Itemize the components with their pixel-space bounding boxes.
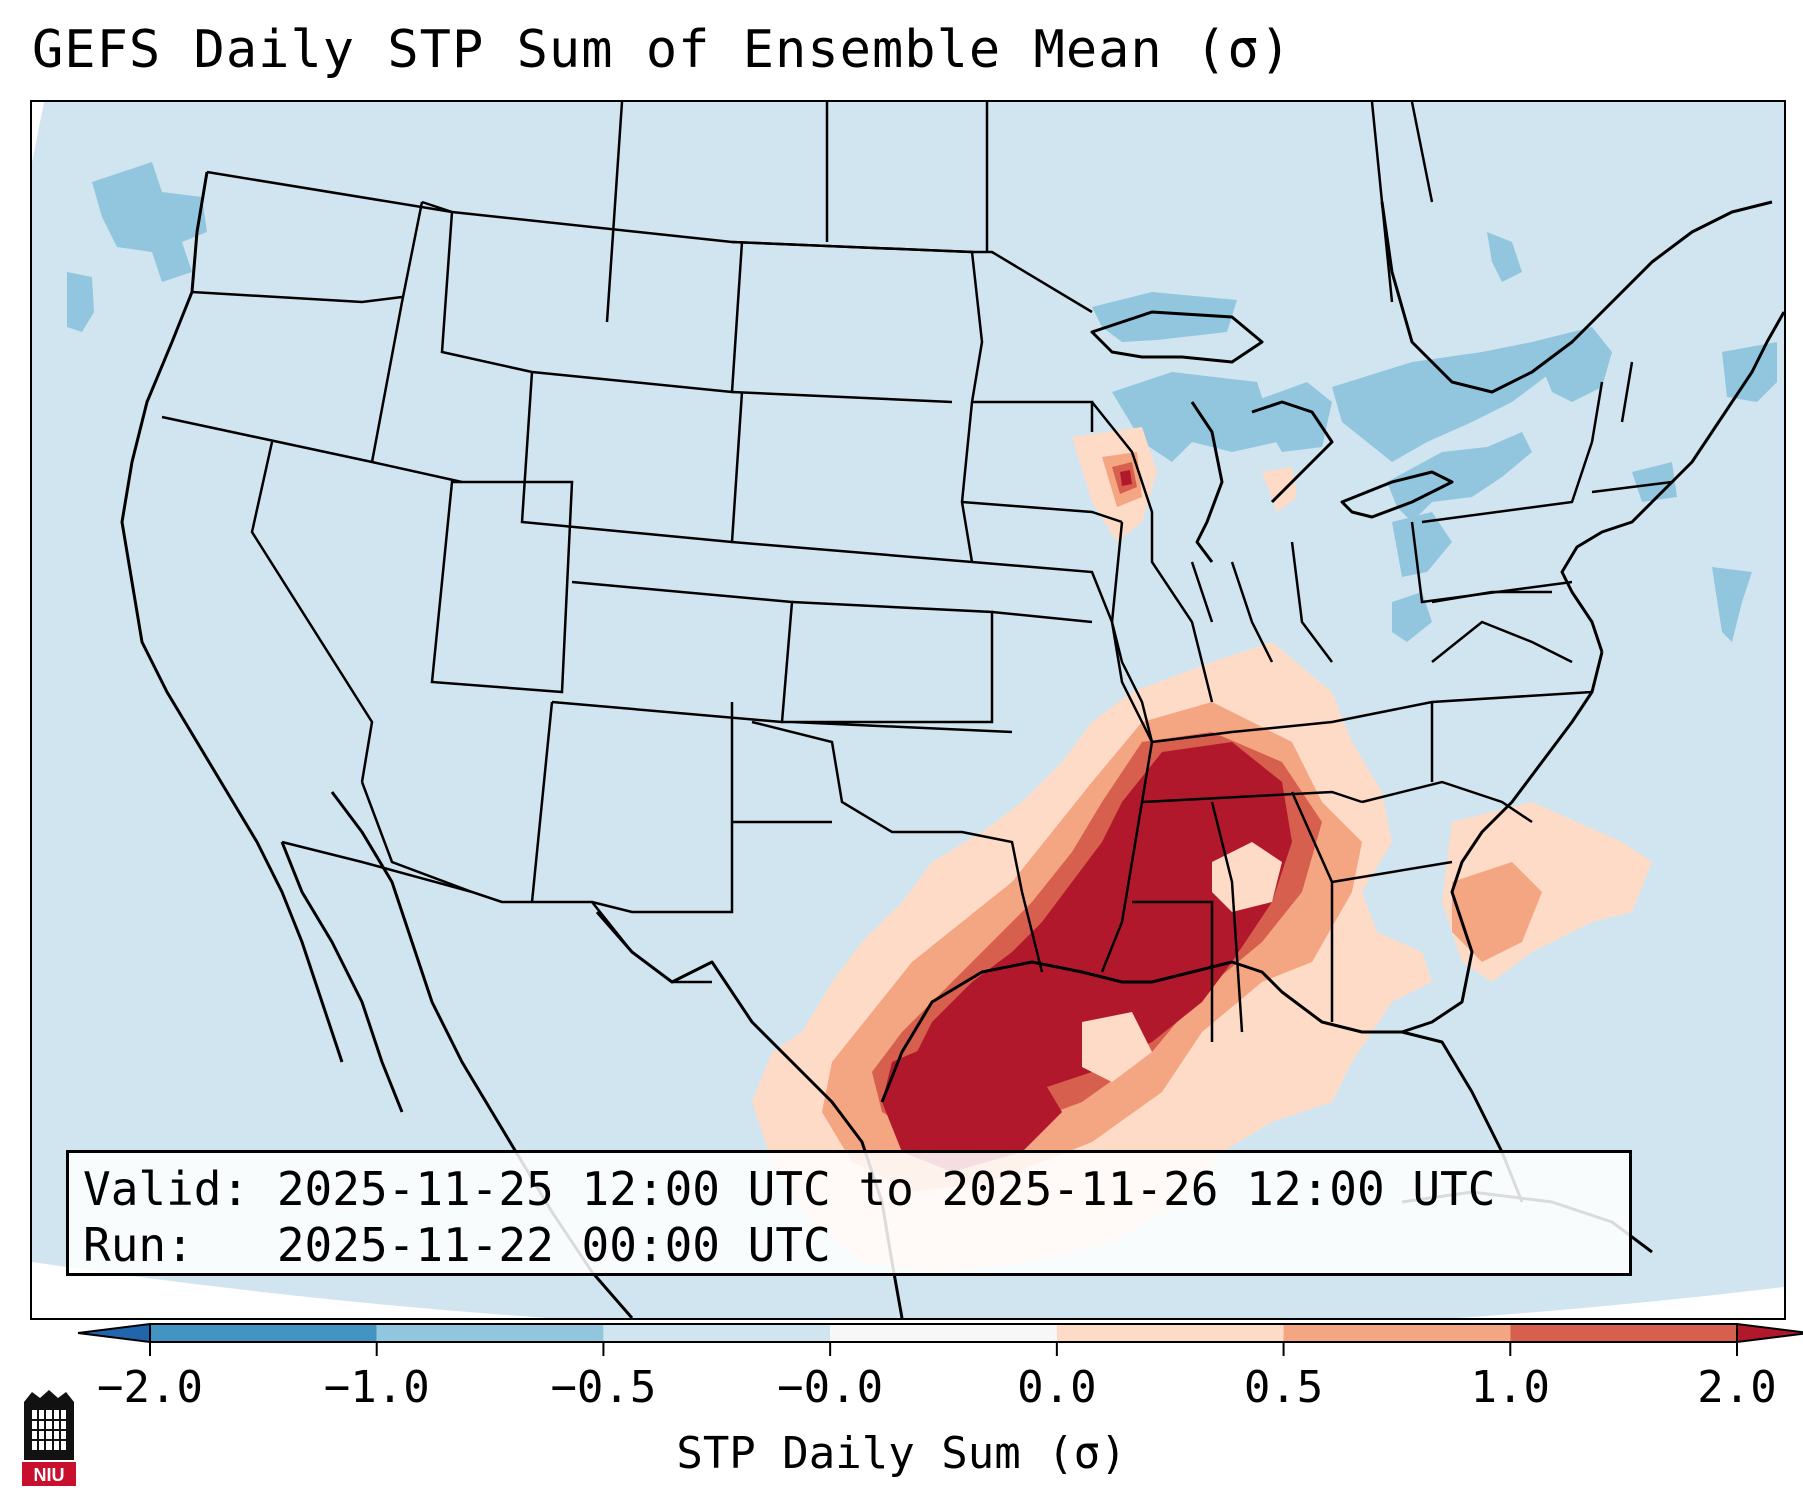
florida-peninsula <box>1401 651 1604 1034</box>
valid-line: Valid: 2025-11-25 12:00 UTC to 2025-11-2… <box>83 1162 1496 1216</box>
colorbar-segment <box>830 1324 1057 1342</box>
south-gulf-pocket <box>1182 1072 1252 1132</box>
colorbar-segments <box>77 1322 1803 1356</box>
new-england-borders <box>1590 361 1673 494</box>
maine-offshore-patch <box>1722 342 1777 402</box>
ut-border <box>430 480 574 694</box>
new-england-patch <box>1532 327 1612 402</box>
logo-text: NIU <box>34 1465 65 1485</box>
lake-michigan-patch <box>1112 372 1277 462</box>
ontario-band-patch <box>1332 342 1552 462</box>
new-york-patch <box>1387 432 1532 522</box>
gulf-coast-core-region <box>912 742 1292 1102</box>
texas-coast-extreme <box>882 1032 1062 1172</box>
nv-border <box>250 441 374 783</box>
negative-anomaly-patches <box>67 162 1777 642</box>
lake-superior-patch <box>1092 292 1237 342</box>
positive-anomaly-extreme <box>882 470 1292 1172</box>
us-mexico-border <box>281 840 712 984</box>
sc-nc-border <box>1361 702 1533 824</box>
oregon-coast-patch <box>67 272 94 332</box>
great-lakes-outline <box>1090 310 1454 563</box>
ny-pa-border <box>1410 441 1594 604</box>
ok-tx-border <box>732 720 1044 973</box>
east-coast <box>1560 311 1784 653</box>
texas-louisiana-coast <box>880 960 1524 1203</box>
colorbar-segment <box>1283 1324 1511 1342</box>
map-panel <box>30 100 1786 1320</box>
colorbar-segment <box>1056 1324 1284 1342</box>
atlantic-patch-north <box>1632 462 1677 502</box>
colorbar-tick-label: −0.0 <box>777 1362 884 1413</box>
canada-province-borders <box>605 102 1434 323</box>
colorbar-tick-label: 0.0 <box>1017 1362 1097 1413</box>
colorbar-tick-label: 1.0 <box>1470 1362 1551 1413</box>
gulf-pocket <box>1082 1012 1152 1082</box>
wisconsin-extreme <box>1120 470 1132 486</box>
colorbar-tick-label: −2.0 <box>97 1362 203 1413</box>
hudson-bay-coast <box>1380 200 1773 394</box>
chart-title: GEFS Daily STP Sum of Ensemble Mean (σ) <box>32 20 1292 80</box>
quebec-patch <box>1487 232 1522 282</box>
mississippi-river <box>1100 521 1154 973</box>
colorbar-extend-high <box>1736 1322 1803 1344</box>
pennsylvania-patch <box>1392 512 1452 577</box>
wy-co-border <box>520 371 794 724</box>
colorbar-segment <box>376 1324 604 1342</box>
colorbar-segment <box>603 1324 831 1342</box>
valid-time-box: Valid: 2025-11-25 12:00 UTC to 2025-11-2… <box>66 1150 1632 1276</box>
niu-logo: NIU <box>22 1390 76 1486</box>
mt-border <box>421 200 744 394</box>
lower-michigan-patch <box>1252 382 1332 452</box>
colorbar-outline <box>149 1323 1738 1343</box>
wa-or-border <box>191 290 403 304</box>
colorbar <box>77 1322 1803 1356</box>
light-pockets <box>1082 842 1282 1132</box>
colorbar-label: STP Daily Sum (σ) <box>676 1428 1127 1479</box>
colorbar-tick-label: −1.0 <box>323 1362 430 1413</box>
state-borders <box>161 102 1673 1042</box>
us-west-coast <box>120 171 344 1063</box>
run-line: Run: 2025-11-22 00:00 UTC <box>83 1218 831 1272</box>
florida-medium <box>1452 862 1542 962</box>
alabama-pocket <box>1212 842 1282 912</box>
michigan-light <box>1262 467 1297 512</box>
logo-badge <box>22 1462 76 1486</box>
id-border <box>370 201 424 463</box>
map-svg <box>32 102 1784 1318</box>
colorbar-segment <box>150 1324 377 1342</box>
colorbar-tick-label: 2.0 <box>1697 1362 1777 1413</box>
wi-il-in-oh-border <box>1091 401 1333 703</box>
colorbar-extend-low <box>77 1322 151 1344</box>
west-virginia-patch <box>1392 592 1432 642</box>
pacific-northwest-patch <box>92 162 207 282</box>
ms-al-ga-border <box>1132 790 1453 1042</box>
atlantic-patch-east <box>1712 567 1752 642</box>
colorbar-tick-label: −0.5 <box>550 1362 657 1413</box>
baja-peninsula <box>280 841 404 1113</box>
colorbar-segment <box>1510 1324 1737 1342</box>
colorbar-tick-label: 0.5 <box>1243 1362 1324 1413</box>
nd-sd-ne-ks-border <box>731 240 1013 734</box>
ky-tn-border <box>1151 690 1593 744</box>
